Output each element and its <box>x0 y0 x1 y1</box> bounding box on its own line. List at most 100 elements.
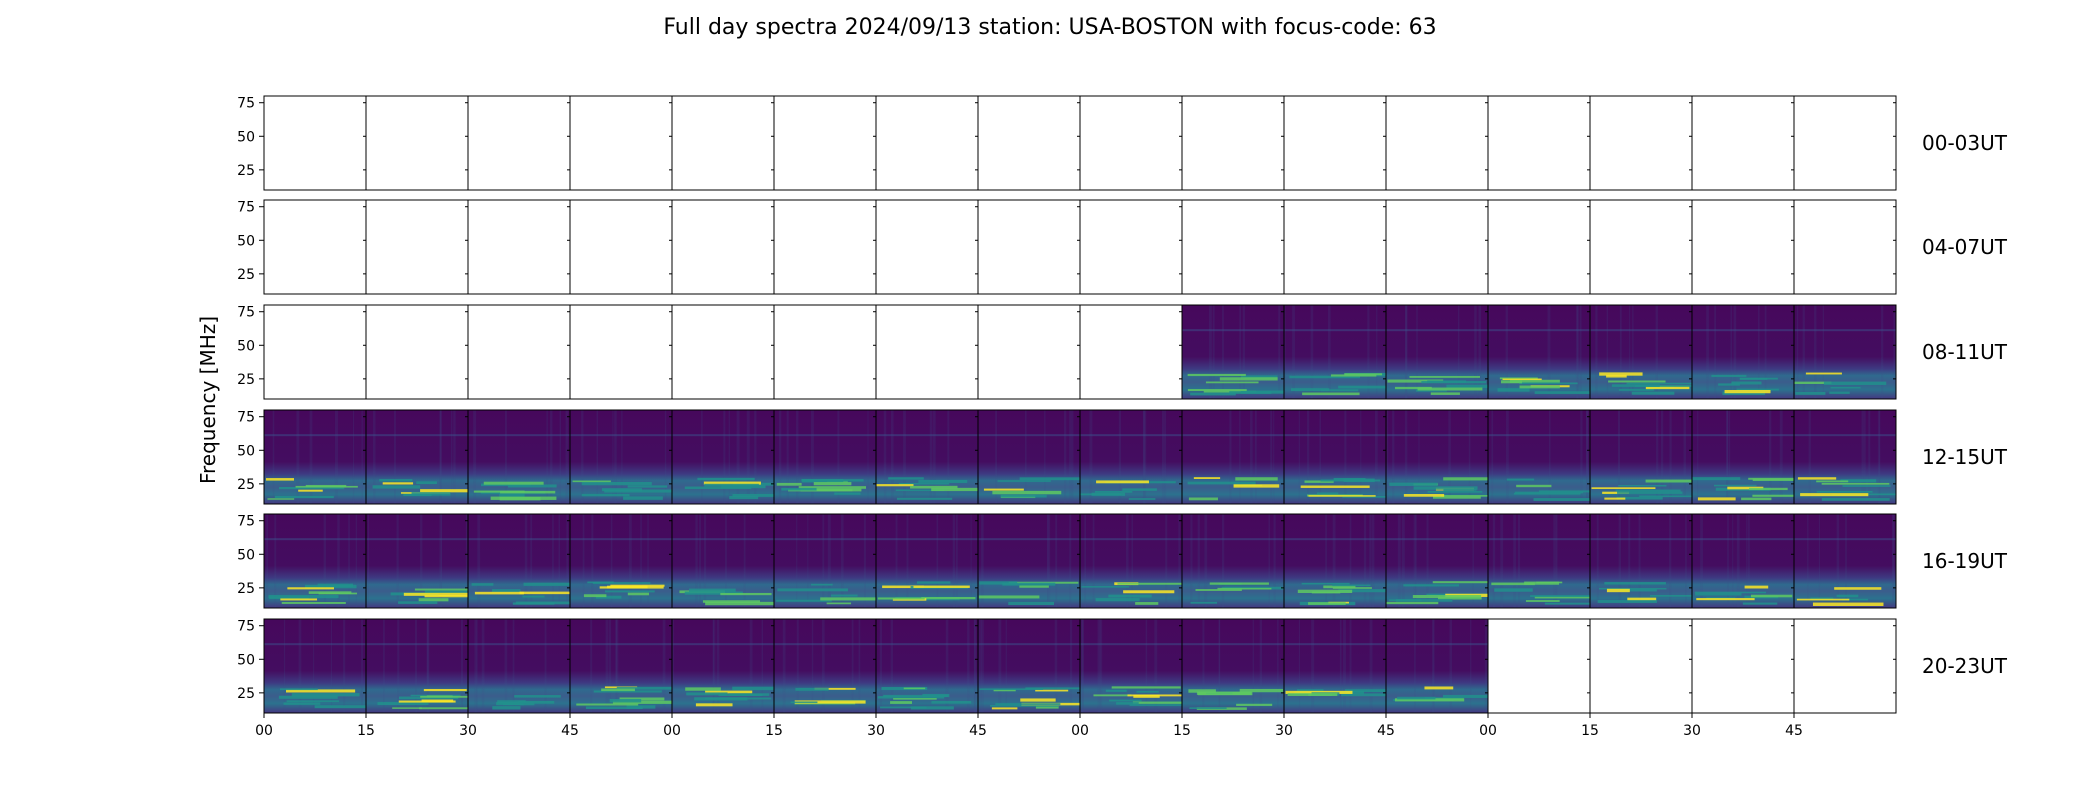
spectrum-texture <box>746 410 750 504</box>
emission-streak <box>1606 375 1627 378</box>
spectrum-texture <box>1325 514 1327 608</box>
spectrum-band <box>264 434 366 437</box>
panel-row <box>263 513 1897 609</box>
spectrum-texture <box>426 619 429 713</box>
x-tick-label: 30 <box>1275 723 1293 739</box>
spectrum-band <box>468 643 570 646</box>
emission-streak <box>491 589 521 593</box>
x-tick-label: 45 <box>969 723 987 739</box>
emission-streak <box>522 595 545 598</box>
spectrum-texture <box>426 619 430 713</box>
spectrum-band <box>1488 434 1590 437</box>
spectrum-texture <box>1814 305 1817 399</box>
panel-frame <box>569 304 673 400</box>
spectrum-texture <box>1369 619 1373 713</box>
spectrum-texture <box>811 619 814 713</box>
emission-streak <box>877 597 925 600</box>
spectrum-texture <box>348 514 350 608</box>
spectrum-texture <box>1769 410 1772 504</box>
emission-streak <box>507 484 557 488</box>
spectrum-texture <box>1204 514 1208 608</box>
spectrum-texture <box>1845 514 1847 608</box>
spectrum-texture <box>1099 619 1103 713</box>
emission-streak <box>1519 385 1560 389</box>
panel-frame <box>1079 95 1183 191</box>
emission-streak <box>265 478 294 481</box>
emission-streak <box>1742 602 1778 605</box>
emission-streak <box>1188 689 1216 693</box>
y-axis-label: Frequency [MHz] <box>196 316 220 484</box>
spectrum-texture <box>1208 305 1212 399</box>
emission-streak <box>898 482 950 485</box>
emission-streak <box>1424 686 1454 690</box>
emission-streak <box>718 693 763 696</box>
emission-streak <box>1836 594 1859 598</box>
emission-streak <box>1514 491 1584 494</box>
spectrum-texture <box>1154 619 1158 713</box>
emission-streak <box>876 484 914 487</box>
spectrum-texture <box>1307 410 1310 504</box>
spectrum-background <box>1386 305 1488 399</box>
spectrum-band <box>1386 643 1488 646</box>
emission-streak <box>492 706 521 710</box>
emission-streak <box>1443 488 1477 491</box>
emission-streak <box>1442 694 1488 698</box>
spectrum-texture <box>1579 305 1582 399</box>
emission-streak <box>1338 385 1386 389</box>
emission-streak <box>1619 589 1657 592</box>
spectrum-texture <box>1758 305 1760 399</box>
spectrum-background <box>978 514 1080 608</box>
emission-streak <box>834 492 861 495</box>
spectrum-texture <box>1618 410 1620 504</box>
spectrum-texture <box>581 410 584 504</box>
spectrum-texture <box>608 619 612 713</box>
x-tick-label: 00 <box>255 723 273 739</box>
panel-frame <box>1589 618 1693 714</box>
emission-streak <box>286 689 356 693</box>
emission-streak <box>814 687 856 690</box>
spectrum-panel <box>1487 618 1591 714</box>
y-tick-label: 25 <box>237 477 255 493</box>
spectrum-texture <box>343 619 346 713</box>
emission-streak <box>1008 601 1055 606</box>
panel-frame <box>365 95 469 191</box>
emission-streak <box>1133 694 1160 698</box>
panel-frame <box>1181 95 1285 191</box>
spectrum-panel <box>977 199 1081 295</box>
spectrum-panel <box>1181 513 1285 609</box>
emission-streak <box>1105 689 1127 692</box>
emission-streak <box>572 480 611 483</box>
spectrum-texture <box>1505 305 1508 399</box>
emission-streak <box>1713 484 1757 487</box>
x-tick-label: 45 <box>1785 723 1803 739</box>
spectrum-texture <box>1555 514 1558 608</box>
emission-streak <box>1330 374 1377 377</box>
panel-frame <box>1793 513 1897 609</box>
spectrum-texture <box>614 410 617 504</box>
spectrum-texture <box>394 410 396 504</box>
emission-streak <box>903 687 926 690</box>
emission-streak <box>702 600 761 603</box>
panel-frame <box>977 304 1081 400</box>
spectrum-texture <box>337 514 340 608</box>
emission-streak <box>267 498 295 500</box>
spectrum-band <box>978 434 1080 437</box>
spectrum-texture <box>1733 305 1737 399</box>
panel-frame <box>1793 199 1897 295</box>
spectrum-texture <box>558 514 560 608</box>
spectrum-panel <box>365 618 469 714</box>
spectrum-panel <box>875 409 979 505</box>
spectrum-background <box>1182 619 1284 713</box>
emission-streak <box>1443 477 1488 481</box>
spectrum-panel <box>1793 95 1897 191</box>
spectrum-texture <box>1063 410 1067 504</box>
emission-streak <box>593 690 662 693</box>
spectrum-texture <box>1595 305 1598 399</box>
spectrum-band <box>1182 434 1284 437</box>
panel-frame <box>671 304 775 400</box>
spectrum-band <box>1488 538 1590 541</box>
spectrum-panel <box>671 513 777 609</box>
spectrum-texture <box>929 410 933 504</box>
spectrum-texture <box>1371 514 1375 608</box>
emission-streak <box>1536 581 1563 584</box>
